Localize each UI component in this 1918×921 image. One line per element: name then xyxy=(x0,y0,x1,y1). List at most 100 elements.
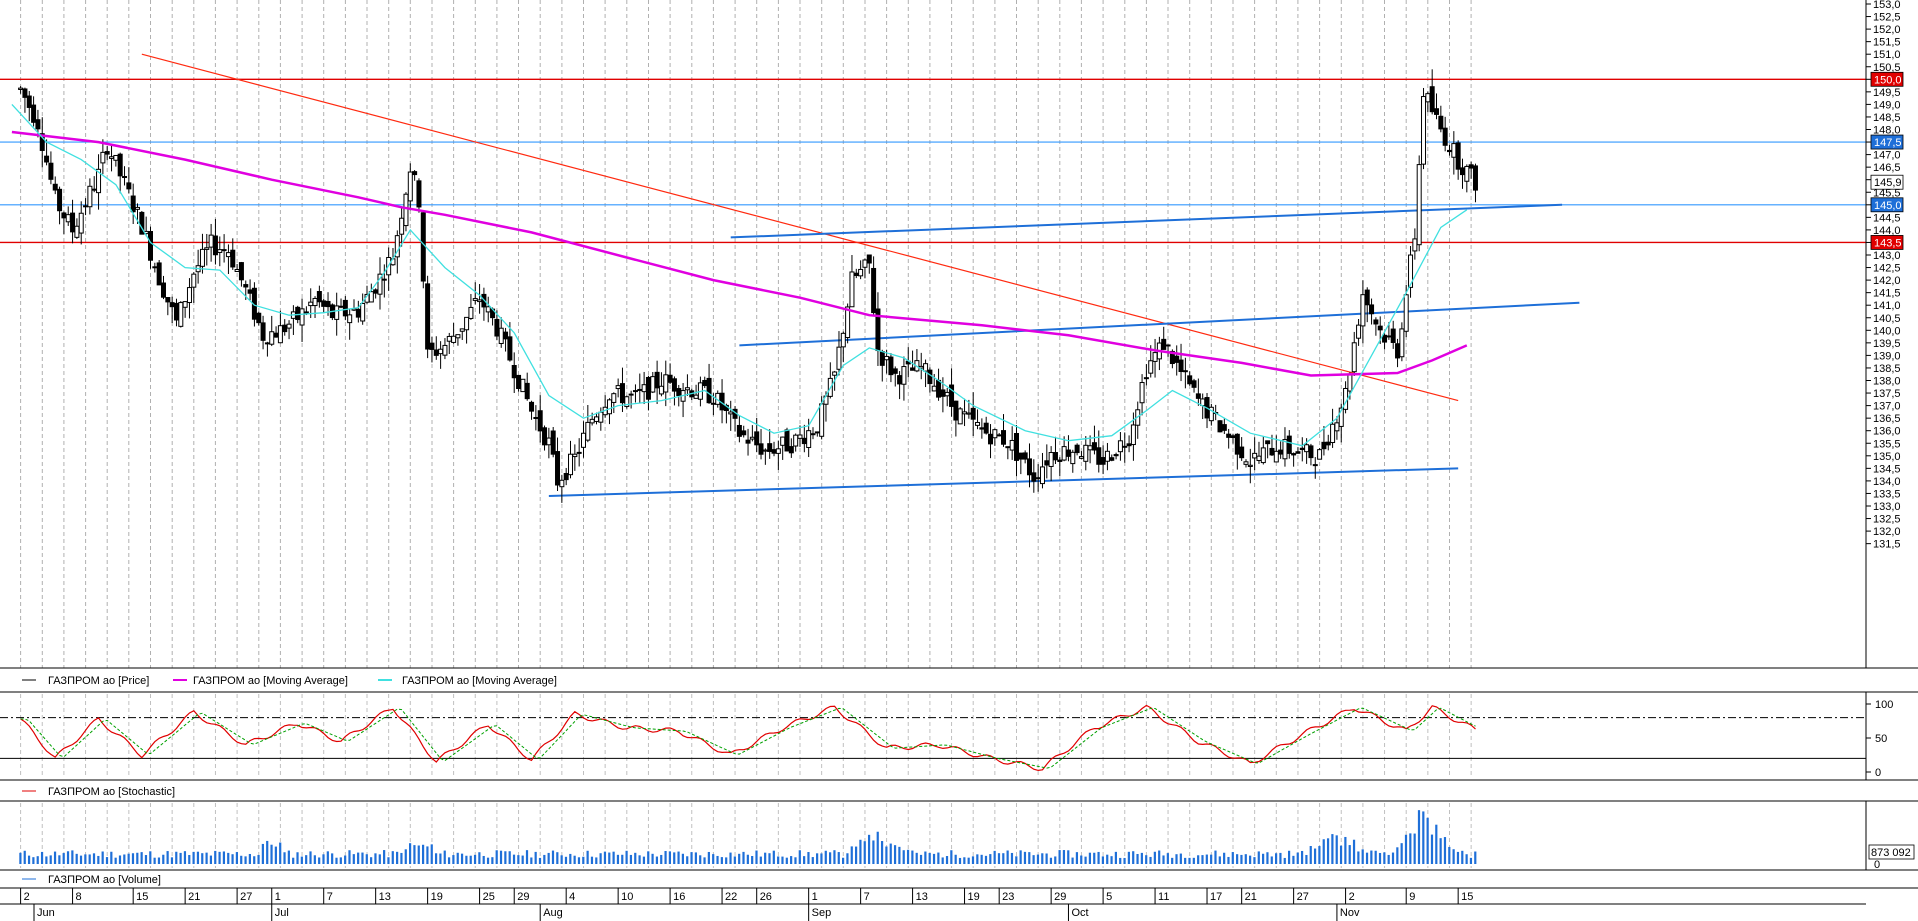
volume-bars xyxy=(19,810,1477,864)
volume-bar xyxy=(625,850,628,864)
candle xyxy=(299,298,305,342)
volume-bar xyxy=(357,852,360,864)
volume-bar xyxy=(136,852,139,864)
volume-bar xyxy=(976,854,979,864)
volume-bar xyxy=(1244,854,1247,864)
volume-bar xyxy=(1097,851,1100,864)
volume-bar xyxy=(716,855,719,864)
volume-bar xyxy=(686,856,689,864)
candle xyxy=(468,293,474,320)
candle xyxy=(256,311,262,326)
day-tick-label: 29 xyxy=(517,891,529,903)
volume-bar xyxy=(192,851,195,864)
candle xyxy=(957,407,963,425)
price-legend-label: ГАЗПРОМ ао [Price] xyxy=(48,675,149,687)
volume-bar xyxy=(517,855,520,864)
volume-bar xyxy=(647,851,650,864)
stochastic-axis: 100 50 0 xyxy=(1866,699,1893,779)
vertical-gridlines xyxy=(20,0,1472,668)
volume-bar xyxy=(144,855,148,864)
volume-bar xyxy=(383,850,386,864)
volume-bar xyxy=(430,844,433,864)
candle xyxy=(901,356,907,401)
candle xyxy=(1252,437,1258,471)
candle xyxy=(1139,374,1145,416)
candle xyxy=(1083,436,1089,471)
candle xyxy=(1464,164,1470,193)
volume-bar xyxy=(1158,850,1161,864)
price-tag-label: 147,5 xyxy=(1874,137,1902,149)
candle xyxy=(529,400,535,420)
candle xyxy=(455,334,461,346)
volume-bar xyxy=(655,856,659,864)
volume-bar xyxy=(36,856,39,864)
volume-bar xyxy=(469,855,472,864)
candle xyxy=(70,199,76,244)
volume-bar xyxy=(434,853,438,864)
volume-bar xyxy=(486,857,490,864)
candle xyxy=(1325,434,1331,451)
candle xyxy=(1187,371,1193,386)
price-tick-label: 133,5 xyxy=(1873,488,1901,500)
volume-bar xyxy=(1344,836,1347,864)
candle xyxy=(1165,344,1171,357)
volume-bar xyxy=(937,852,940,864)
price-tag: 147,5 xyxy=(1870,134,1904,150)
volume-bar xyxy=(863,841,866,864)
volume-bar xyxy=(1045,853,1048,864)
candle xyxy=(160,275,166,300)
candle xyxy=(1191,378,1197,393)
candle xyxy=(793,433,799,452)
price-tick-label: 151,5 xyxy=(1873,37,1901,49)
volume-bar xyxy=(1201,855,1204,864)
volume-bar xyxy=(911,850,914,864)
volume-bar xyxy=(413,845,416,864)
candle xyxy=(1104,442,1110,471)
candle xyxy=(975,409,981,430)
candle xyxy=(684,374,690,396)
day-tick-label: 19 xyxy=(431,891,443,903)
candle xyxy=(624,395,630,409)
volume-bar xyxy=(1166,853,1169,864)
day-tick-label: 17 xyxy=(1210,891,1222,903)
volume-bar xyxy=(1253,857,1256,864)
candle xyxy=(57,186,63,225)
volume-bar xyxy=(1036,854,1040,864)
day-tick-label: 5 xyxy=(1106,891,1112,903)
volume-bar xyxy=(582,856,585,864)
volume-bar xyxy=(560,855,563,864)
volume-bar xyxy=(491,857,494,864)
volume-bar xyxy=(292,857,295,864)
volume-bar xyxy=(218,851,221,864)
volume-bar xyxy=(1140,852,1143,864)
candle xyxy=(165,297,171,316)
volume-bar xyxy=(803,856,806,864)
price-tick-label: 138,0 xyxy=(1873,376,1901,388)
volume-bar xyxy=(473,854,477,864)
candle xyxy=(212,218,218,265)
volume-bar xyxy=(941,857,944,864)
candle xyxy=(1143,364,1149,386)
volume-bar xyxy=(305,855,308,864)
volume-bar xyxy=(426,846,429,864)
price-tick-label: 139,0 xyxy=(1873,350,1901,362)
volume-bar xyxy=(274,846,277,864)
candle xyxy=(1321,426,1327,456)
trendline-red-descending xyxy=(141,53,1459,402)
volume-bar xyxy=(1391,852,1395,864)
candle xyxy=(988,424,994,459)
price-tag: 145,9 xyxy=(1870,174,1904,190)
candle xyxy=(1421,87,1427,170)
volume-bar xyxy=(127,853,130,864)
volume-bar xyxy=(1041,853,1044,864)
volume-bar xyxy=(1080,855,1083,864)
price-candles xyxy=(18,69,1478,503)
candle xyxy=(511,352,517,393)
volume-bar xyxy=(1305,854,1308,864)
price-tick-label: 134,5 xyxy=(1873,463,1901,475)
price-tick-label: 148,5 xyxy=(1873,112,1901,124)
candle xyxy=(628,390,634,409)
volume-bar xyxy=(1339,845,1343,864)
candle xyxy=(407,163,413,211)
day-tick-label: 13 xyxy=(916,891,928,903)
